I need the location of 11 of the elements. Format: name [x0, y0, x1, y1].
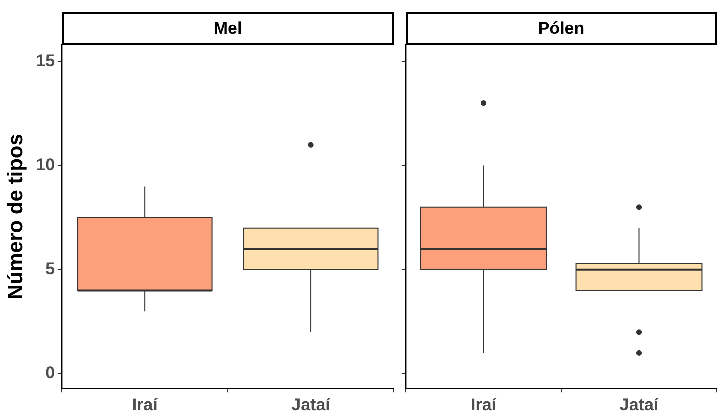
x-tick-label: Iraí: [132, 395, 160, 414]
chart-title: Pólen: [406, 12, 717, 45]
y-axis-title: Número de tipos: [4, 134, 28, 300]
y-tick-label: 15: [36, 52, 56, 71]
x-tick-label: Iraí: [470, 395, 498, 414]
y-tick-label: 5: [46, 260, 56, 279]
y-tick-label: 10: [36, 156, 56, 175]
x-tick-label: Jataí: [620, 395, 660, 414]
y-tick-label: 0: [46, 364, 56, 383]
x-tick-label: Jataí: [292, 395, 332, 414]
chart-title: Mel: [62, 12, 394, 45]
